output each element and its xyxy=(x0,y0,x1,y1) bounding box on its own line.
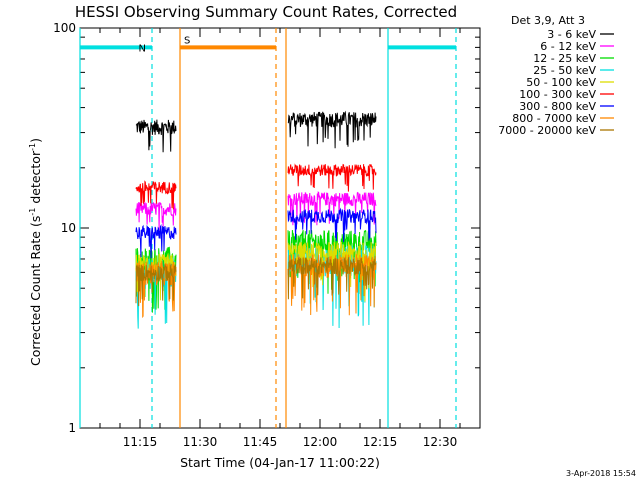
series-line-6-12keV xyxy=(287,191,377,226)
x-tick-label: 11:30 xyxy=(183,435,218,449)
y-axis-label: Corrected Count Rate (s-1 detector-1) xyxy=(28,138,43,366)
chart-title: HESSI Observing Summary Count Rates, Cor… xyxy=(75,3,457,21)
series-line-300-800keV xyxy=(287,207,377,243)
legend-entry-label: 7000 - 20000 keV xyxy=(498,124,596,137)
series-line-7000-20000keV xyxy=(287,256,377,300)
legend-header: Det 3,9, Att 3 xyxy=(511,14,585,27)
y-axis-label-main: Corrected Count Rate (s xyxy=(28,216,43,366)
series-line-100-300keV xyxy=(287,163,377,192)
x-tick-label: 11:15 xyxy=(123,435,158,449)
x-tick-label: 12:30 xyxy=(423,435,458,449)
legend-entry-label: 25 - 50 keV xyxy=(533,64,596,77)
legend-entry-label: 50 - 100 keV xyxy=(526,76,596,89)
x-tick-label: 12:00 xyxy=(303,435,338,449)
series-line-6-12keV xyxy=(135,201,177,232)
series-line-3-6keV xyxy=(135,119,177,153)
legend-entry-label: 100 - 300 keV xyxy=(519,88,596,101)
y-axis-label-mid: detector xyxy=(28,150,43,208)
y-axis-label-exp1: -1 xyxy=(28,208,37,216)
y-tick-label: 100 xyxy=(53,21,76,35)
series-line-100-300keV xyxy=(135,180,177,210)
legend-entry-label: 800 - 7000 keV xyxy=(512,112,596,125)
plot-area: 1 10 100 11:15 11:30 11:45 12:00 12:15 12:30 N S xyxy=(53,21,481,449)
y-axis-label-end: ) xyxy=(28,138,43,143)
legend-entry-label: 3 - 6 keV xyxy=(547,28,596,41)
series-line-800-7000keV xyxy=(135,260,177,319)
saa-flag-label: S xyxy=(184,35,190,46)
series-line-7000-20000keV xyxy=(135,264,177,307)
y-tick-label: 10 xyxy=(61,221,76,235)
x-tick-label: 11:45 xyxy=(243,435,278,449)
legend-entry-label: 12 - 25 keV xyxy=(533,52,596,65)
y-axis-label-group: Corrected Count Rate (s-1 detector-1) xyxy=(28,138,43,366)
plot-frame xyxy=(79,27,481,429)
legend-entry-label: 6 - 12 keV xyxy=(540,40,596,53)
series-line-3-6keV xyxy=(287,110,377,149)
night-flag-label: N xyxy=(139,43,146,54)
y-axis-label-exp2: -1 xyxy=(28,143,37,151)
legend-entry-label: 300 - 800 keV xyxy=(519,100,596,113)
x-tick-label: 12:15 xyxy=(363,435,398,449)
x-axis-label: Start Time (04-Jan-17 11:00:22) xyxy=(180,455,380,470)
date-stamp: 3-Apr-2018 15:54 xyxy=(566,469,636,478)
y-tick-label: 1 xyxy=(68,421,76,435)
series-line-300-800keV xyxy=(135,223,177,259)
